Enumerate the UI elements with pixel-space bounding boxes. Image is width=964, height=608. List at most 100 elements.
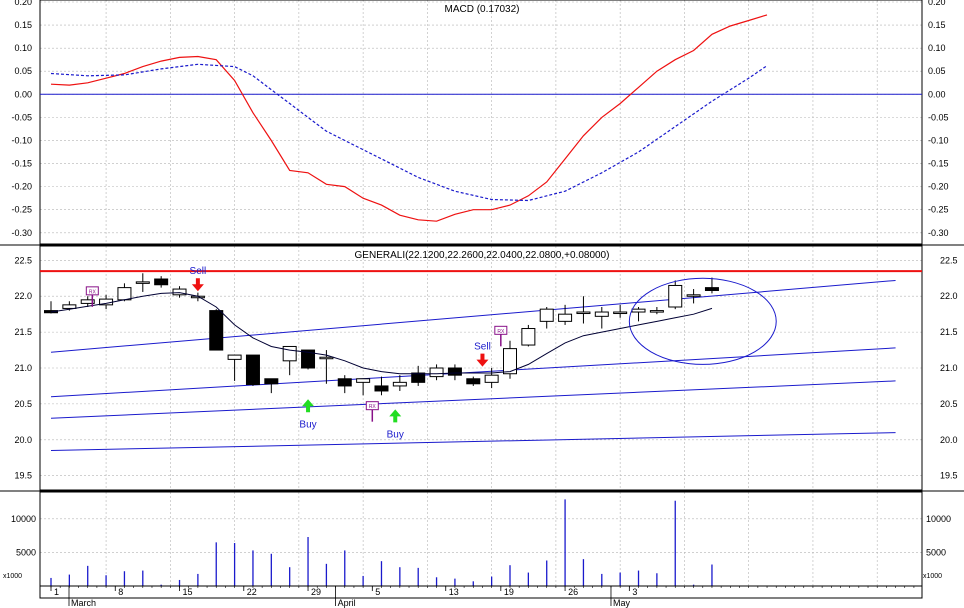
- month-label: March: [71, 598, 96, 608]
- buy-arrow-icon: [302, 399, 315, 413]
- macd-tick-label-left: -0.20: [11, 182, 32, 192]
- macd-tick-label-left: 0.10: [14, 43, 32, 53]
- candle-body: [668, 284, 683, 308]
- candle-body: [356, 378, 371, 383]
- volume-tick-label-left: 10000: [11, 514, 36, 524]
- volume-unit-left: x1000: [3, 573, 22, 580]
- macd-tick-label-right: 0.20: [928, 0, 946, 7]
- macd-tick-label-left: -0.05: [11, 112, 32, 122]
- candle-body: [649, 310, 664, 313]
- macd-tick-label-right: 0.10: [928, 43, 946, 53]
- macd-tick-label-right: 0.00: [928, 89, 946, 99]
- candle-body: [447, 367, 462, 376]
- candle-body: [631, 308, 646, 313]
- x-axis-frame: [39, 585, 923, 599]
- macd-tick-label-left: 0.15: [14, 20, 32, 30]
- x-tick-label: 22: [247, 587, 257, 597]
- price-tick-label-right: 19.5: [940, 471, 958, 481]
- volume-panel: x1000 x1000 10000 10000 5000 5000: [3, 499, 951, 586]
- x-tick-label: 8: [118, 587, 123, 597]
- candle-body: [539, 308, 554, 322]
- candle-body: [374, 385, 389, 392]
- volume-unit-right: x1000: [923, 573, 942, 580]
- macd-tick-label-left: 0.20: [14, 0, 32, 7]
- flag-icon: [85, 286, 99, 296]
- candle-body: [135, 281, 150, 284]
- macd-tick-label-right: -0.25: [928, 205, 949, 215]
- macd-tick-label-right: -0.10: [928, 135, 949, 145]
- highlight-ellipse: [628, 277, 777, 365]
- price-tick-label-left: 20.5: [14, 399, 32, 409]
- candle-body: [209, 310, 224, 351]
- x-tick-label: 5: [375, 587, 380, 597]
- candle-body: [576, 311, 591, 315]
- volume-tick-label-right: 10000: [926, 514, 951, 524]
- sell-signal-label: Sell: [190, 266, 207, 277]
- flag-label: RX: [89, 289, 97, 295]
- candle-body: [62, 304, 77, 309]
- candle-body: [704, 287, 719, 291]
- candle-body: [227, 354, 242, 360]
- x-tick-label: 1: [54, 587, 59, 597]
- candle-body: [466, 378, 481, 385]
- candle-body: [282, 345, 297, 362]
- macd-tick-label-right: -0.15: [928, 159, 949, 169]
- x-tick-label: 19: [504, 587, 514, 597]
- trend-line: [50, 279, 896, 353]
- macd-tick-label-left: 0.00: [14, 89, 32, 99]
- price-tick-label-left: 19.5: [14, 471, 32, 481]
- moving-average-line: [50, 292, 713, 375]
- x-tick-label: 29: [311, 587, 321, 597]
- candle-body: [521, 328, 536, 346]
- macd-title: MACD (0.17032): [444, 4, 519, 15]
- candle-body: [594, 311, 609, 317]
- flag-icon: [494, 325, 508, 335]
- price-tick-label-left: 22.5: [14, 255, 32, 265]
- candle-body: [245, 354, 260, 386]
- macd-panel: MACD (0.17032) 0.20 0.20 0.15 0.15 0.10 0.10 0…: [11, 0, 948, 238]
- price-tick-label-right: 21.5: [940, 327, 958, 337]
- candle-body: [264, 378, 279, 385]
- panel-frame: [39, 245, 923, 491]
- buy-signal-label: Buy: [299, 419, 316, 430]
- macd-tick-label-right: -0.30: [928, 228, 949, 238]
- candle-body: [411, 372, 426, 383]
- sell-arrow-icon: [191, 278, 204, 292]
- price-tick-label-right: 22.5: [940, 255, 958, 265]
- candle-body: [172, 288, 187, 296]
- macd-tick-label-right: -0.20: [928, 182, 949, 192]
- price-tick-label-left: 21.5: [14, 327, 32, 337]
- price-title: GENERALI(22.1200,22.2600,22.0400,22.0800…: [355, 250, 610, 261]
- macd-tick-label-left: -0.15: [11, 159, 32, 169]
- macd-line: [50, 14, 768, 222]
- axis-layer: 1 8 15 22 29 5 13 19 26 3 March April May: [39, 585, 923, 608]
- price-panel: GENERALI(22.1200,22.2600,22.0400,22.0800…: [14, 250, 957, 481]
- price-tick-label-left: 22.0: [14, 291, 32, 301]
- signal-line: [50, 63, 768, 202]
- x-tick-label: 15: [183, 587, 193, 597]
- price-tick-label-right: 20.0: [940, 435, 958, 445]
- trend-line: [50, 380, 896, 419]
- price-tick-label-left: 20.0: [14, 435, 32, 445]
- macd-tick-label-right: 0.05: [928, 66, 946, 76]
- buy-signal-label: Buy: [387, 429, 404, 440]
- macd-tick-label-right: 0.15: [928, 20, 946, 30]
- price-tick-label-right: 22.0: [940, 291, 958, 301]
- candle-body: [429, 367, 444, 378]
- sell-arrow-icon: [476, 353, 489, 367]
- candle-body: [80, 299, 95, 304]
- price-tick-label-right: 20.5: [940, 399, 958, 409]
- candle-body: [503, 348, 517, 375]
- candle-body: [484, 374, 499, 383]
- month-label: May: [613, 598, 631, 608]
- candle-body: [613, 311, 628, 315]
- trend-line: [50, 347, 896, 398]
- candle-body: [117, 287, 132, 301]
- macd-tick-label-right: -0.05: [928, 112, 949, 122]
- macd-tick-label-left: -0.30: [11, 228, 32, 238]
- buy-arrow-icon: [389, 409, 402, 423]
- x-tick-label: 3: [632, 587, 637, 597]
- panel-frame: [39, 0, 923, 245]
